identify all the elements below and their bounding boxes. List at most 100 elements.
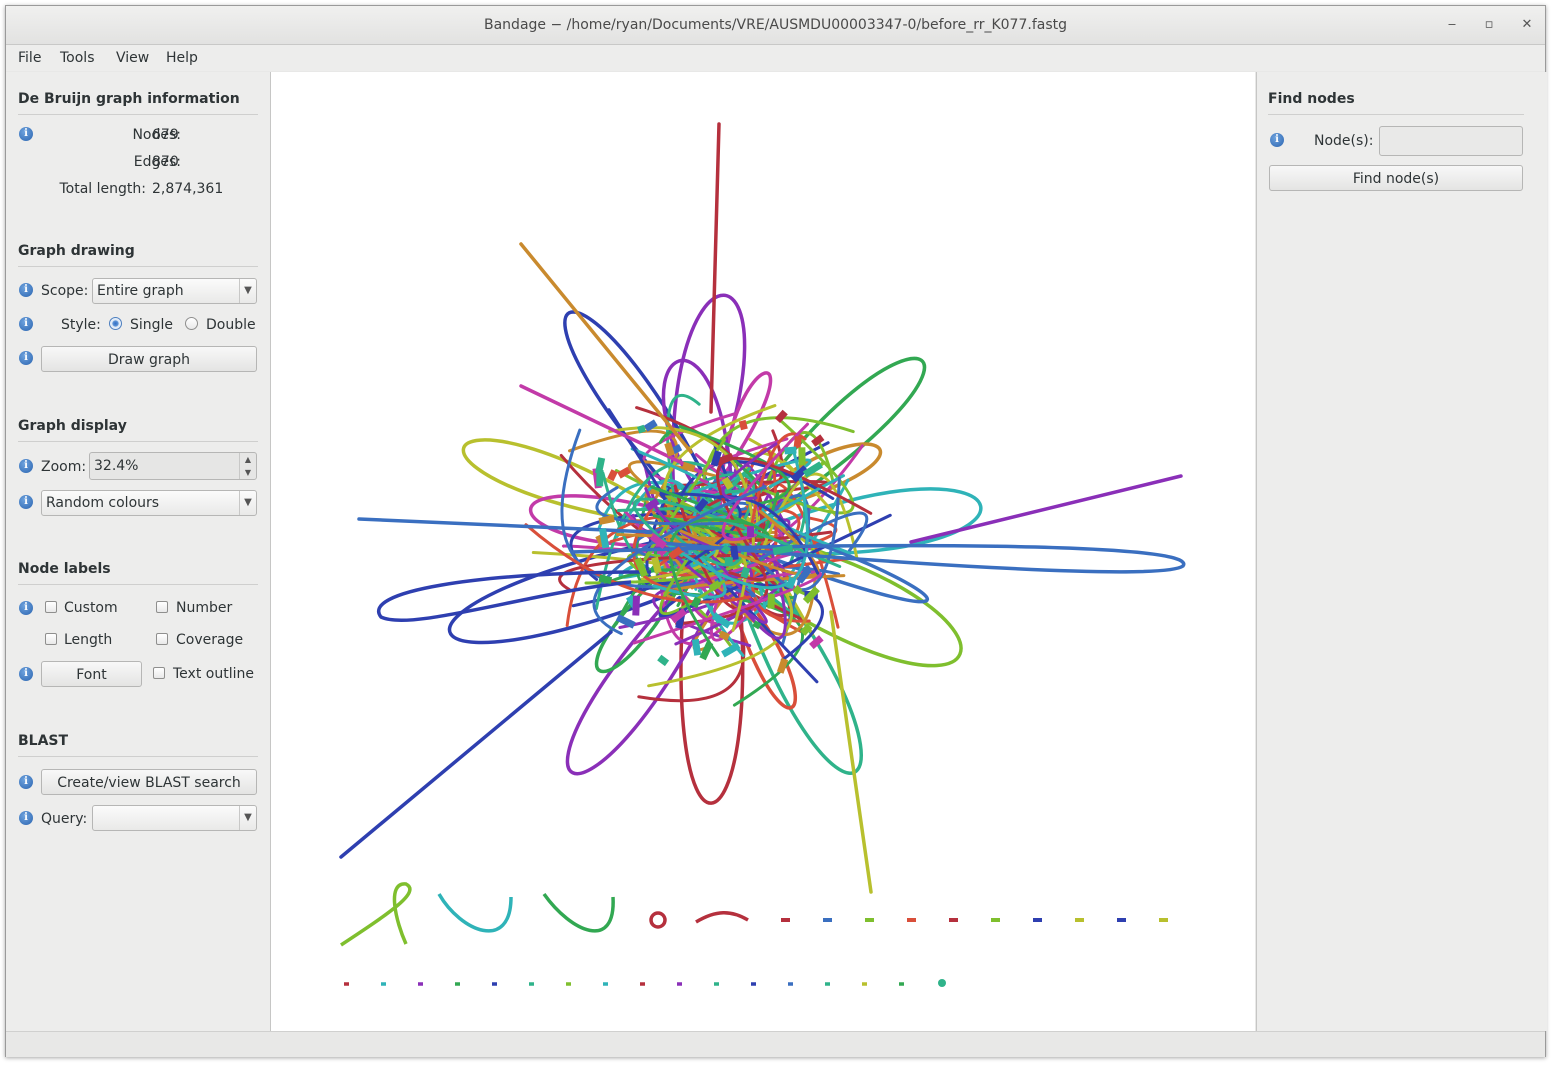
- graph-component[interactable]: [649, 911, 667, 929]
- graph-node[interactable]: [598, 527, 610, 549]
- graph-node[interactable]: [718, 630, 731, 641]
- info-icon[interactable]: i: [19, 811, 33, 825]
- graph-node[interactable]: [644, 497, 660, 512]
- info-icon[interactable]: i: [19, 495, 33, 509]
- text-outline-label[interactable]: Text outline: [173, 666, 254, 682]
- maximize-icon[interactable]: ▫: [1484, 17, 1494, 32]
- graph-edge[interactable]: [728, 568, 767, 582]
- graph-component[interactable]: [695, 911, 749, 924]
- query-select[interactable]: ▼: [92, 805, 257, 831]
- graph-node[interactable]: [776, 657, 789, 674]
- graph-node[interactable]: [615, 614, 636, 629]
- info-icon[interactable]: i: [19, 317, 33, 331]
- close-icon[interactable]: ✕: [1521, 17, 1533, 32]
- graph-edge[interactable]: [764, 431, 835, 487]
- info-icon[interactable]: i: [19, 127, 33, 141]
- graph-node[interactable]: [786, 576, 797, 589]
- graph-edge[interactable]: [829, 610, 873, 894]
- info-icon[interactable]: i: [19, 283, 33, 297]
- graph-edge[interactable]: [377, 570, 652, 623]
- graph-edge[interactable]: [763, 419, 855, 515]
- graph-edge[interactable]: [659, 559, 726, 616]
- info-icon[interactable]: i: [19, 601, 33, 615]
- menu-tools[interactable]: Tools: [60, 50, 95, 66]
- graph-edge[interactable]: [524, 523, 751, 604]
- graph-node[interactable]: [708, 580, 722, 592]
- graph-edge[interactable]: [461, 438, 733, 534]
- graph-node[interactable]: [643, 419, 658, 432]
- menu-view[interactable]: View: [116, 50, 150, 66]
- graph-component[interactable]: [542, 892, 615, 933]
- graph-node[interactable]: [668, 546, 683, 560]
- graph-node[interactable]: [651, 556, 662, 574]
- custom-checkbox[interactable]: [45, 601, 57, 613]
- graph-edge[interactable]: [519, 242, 693, 454]
- graph-edge[interactable]: [652, 574, 752, 648]
- graph-edge[interactable]: [627, 460, 762, 499]
- graph-node[interactable]: [607, 469, 618, 482]
- graph-node[interactable]: [670, 444, 683, 455]
- graph-drawing[interactable]: [271, 72, 1255, 1031]
- graph-node[interactable]: [598, 515, 615, 525]
- graph-node[interactable]: [691, 638, 702, 656]
- graph-edge[interactable]: [653, 537, 768, 624]
- graph-edge[interactable]: [701, 524, 963, 668]
- coverage-checkbox[interactable]: [156, 633, 168, 645]
- graph-edge[interactable]: [447, 530, 738, 645]
- graph-edge[interactable]: [750, 557, 811, 623]
- find-nodes-button[interactable]: Find node(s): [1269, 165, 1523, 191]
- length-label[interactable]: Length: [64, 632, 113, 648]
- graph-node[interactable]: [617, 466, 631, 479]
- graph-edge[interactable]: [762, 476, 841, 592]
- graph-node[interactable]: [730, 545, 739, 561]
- graph-edge[interactable]: [709, 571, 764, 642]
- info-icon[interactable]: i: [19, 775, 33, 789]
- graph-component[interactable]: [340, 882, 412, 947]
- minimize-icon[interactable]: ‒: [1447, 17, 1457, 32]
- blast-search-button[interactable]: Create/view BLAST search: [41, 769, 257, 795]
- spin-arrows-icon[interactable]: ▲ ▼: [239, 453, 256, 479]
- graph-node[interactable]: [681, 461, 696, 473]
- graph-node[interactable]: [811, 434, 825, 447]
- graph-node[interactable]: [721, 476, 734, 490]
- text-outline-checkbox[interactable]: [153, 667, 165, 679]
- style-single-radio[interactable]: [109, 317, 122, 330]
- info-icon[interactable]: i: [1270, 133, 1284, 147]
- graph-edge[interactable]: [697, 437, 789, 484]
- graph-edge[interactable]: [673, 460, 835, 513]
- graph-edge[interactable]: [658, 573, 722, 646]
- graph-node[interactable]: [752, 620, 762, 630]
- graph-node[interactable]: [738, 419, 748, 431]
- graph-node[interactable]: [772, 544, 794, 555]
- style-double-radio[interactable]: [185, 317, 198, 330]
- graph-node[interactable]: [694, 497, 709, 513]
- graph-edge[interactable]: [715, 511, 869, 587]
- graph-edge[interactable]: [570, 540, 1186, 574]
- menu-help[interactable]: Help: [166, 50, 198, 66]
- graph-node[interactable]: [790, 465, 809, 483]
- graph-node[interactable]: [774, 409, 788, 424]
- graph-node[interactable]: [690, 596, 702, 609]
- graph-node[interactable]: [793, 436, 802, 449]
- menu-file[interactable]: File: [18, 50, 42, 66]
- graph-node[interactable]: [699, 641, 714, 661]
- graph-node[interactable]: [632, 595, 641, 616]
- graph-node[interactable]: [792, 584, 803, 596]
- coverage-label[interactable]: Coverage: [176, 632, 244, 648]
- graph-node[interactable]: [634, 557, 648, 578]
- graph-node[interactable]: [796, 567, 812, 584]
- graph-node[interactable]: [809, 635, 824, 650]
- graph-edge[interactable]: [592, 485, 767, 636]
- graph-component[interactable]: [938, 979, 946, 987]
- number-label[interactable]: Number: [176, 600, 233, 616]
- draw-graph-button[interactable]: Draw graph: [41, 346, 257, 372]
- graph-edge[interactable]: [519, 384, 703, 474]
- graph-node[interactable]: [720, 544, 731, 555]
- graph-component[interactable]: [437, 893, 513, 933]
- info-icon[interactable]: i: [19, 667, 33, 681]
- graph-edge[interactable]: [607, 408, 666, 500]
- graph-node[interactable]: [657, 654, 670, 667]
- graph-node[interactable]: [721, 642, 741, 658]
- graph-edge[interactable]: [682, 371, 773, 567]
- style-single-label[interactable]: Single: [130, 317, 174, 333]
